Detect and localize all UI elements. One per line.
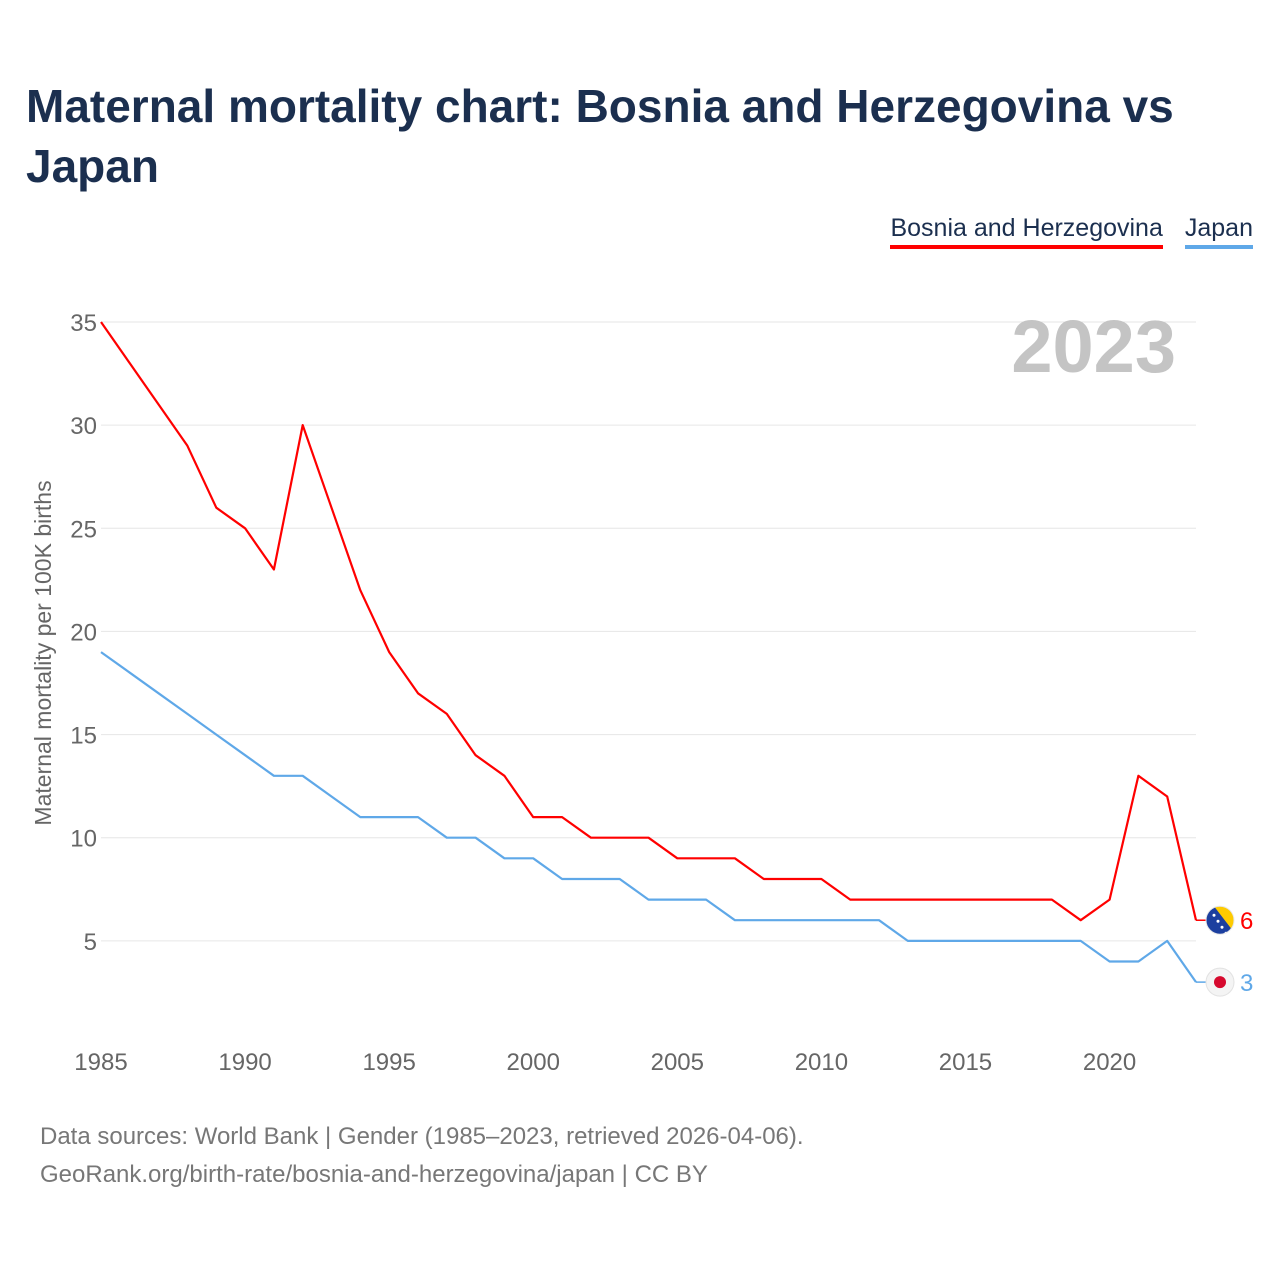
series-line-japan xyxy=(100,651,1197,983)
y-tick-label: 25 xyxy=(70,516,97,543)
y-tick-label: 35 xyxy=(70,310,97,337)
x-tick-label: 1995 xyxy=(362,1049,415,1076)
end-value-label: 6 xyxy=(1240,908,1253,935)
y-tick-label: 5 xyxy=(84,929,97,956)
legend-item-bosnia[interactable]: Bosnia and Herzegovina xyxy=(890,214,1163,249)
y-tick-label: 15 xyxy=(70,723,97,750)
bosnia-flag-ring xyxy=(1205,905,1235,935)
year-watermark: 2023 xyxy=(1011,305,1176,388)
y-tick-label: 10 xyxy=(70,826,97,853)
y-tick-label: 20 xyxy=(70,619,97,646)
x-tick-label: 2020 xyxy=(1083,1049,1136,1076)
end-value-label: 3 xyxy=(1240,970,1253,997)
series-line-bosnia xyxy=(100,321,1198,922)
x-tick-label: 1985 xyxy=(74,1049,127,1076)
legend: Bosnia and Herzegovina Japan xyxy=(890,214,1253,249)
source-note: Data sources: World Bank | Gender (1985–… xyxy=(40,1118,804,1194)
y-tick-label: 30 xyxy=(70,413,97,440)
y-axis-label: Maternal mortality per 100K births xyxy=(30,480,56,825)
bosnia-flag-icon xyxy=(1206,906,1234,935)
x-tick-label: 2015 xyxy=(939,1049,992,1076)
source-line-2[interactable]: GeoRank.org/birth-rate/bosnia-and-herzeg… xyxy=(40,1161,708,1188)
x-tick-label: 1990 xyxy=(218,1049,271,1076)
x-tick-label: 2010 xyxy=(795,1049,848,1076)
chart-title: Maternal mortality chart: Bosnia and Her… xyxy=(26,80,1174,192)
legend-item-japan[interactable]: Japan xyxy=(1184,214,1253,249)
x-tick-label: 2000 xyxy=(507,1049,560,1076)
japan-flag-sun xyxy=(1214,976,1226,989)
line-chart: 5 10 15 20 25 30 35 1985 1990 1995 2000 2005 2010 201… xyxy=(30,305,1253,1076)
source-line-1: Data sources: World Bank | Gender (1985–… xyxy=(40,1123,804,1150)
x-tick-label: 2005 xyxy=(651,1049,704,1076)
